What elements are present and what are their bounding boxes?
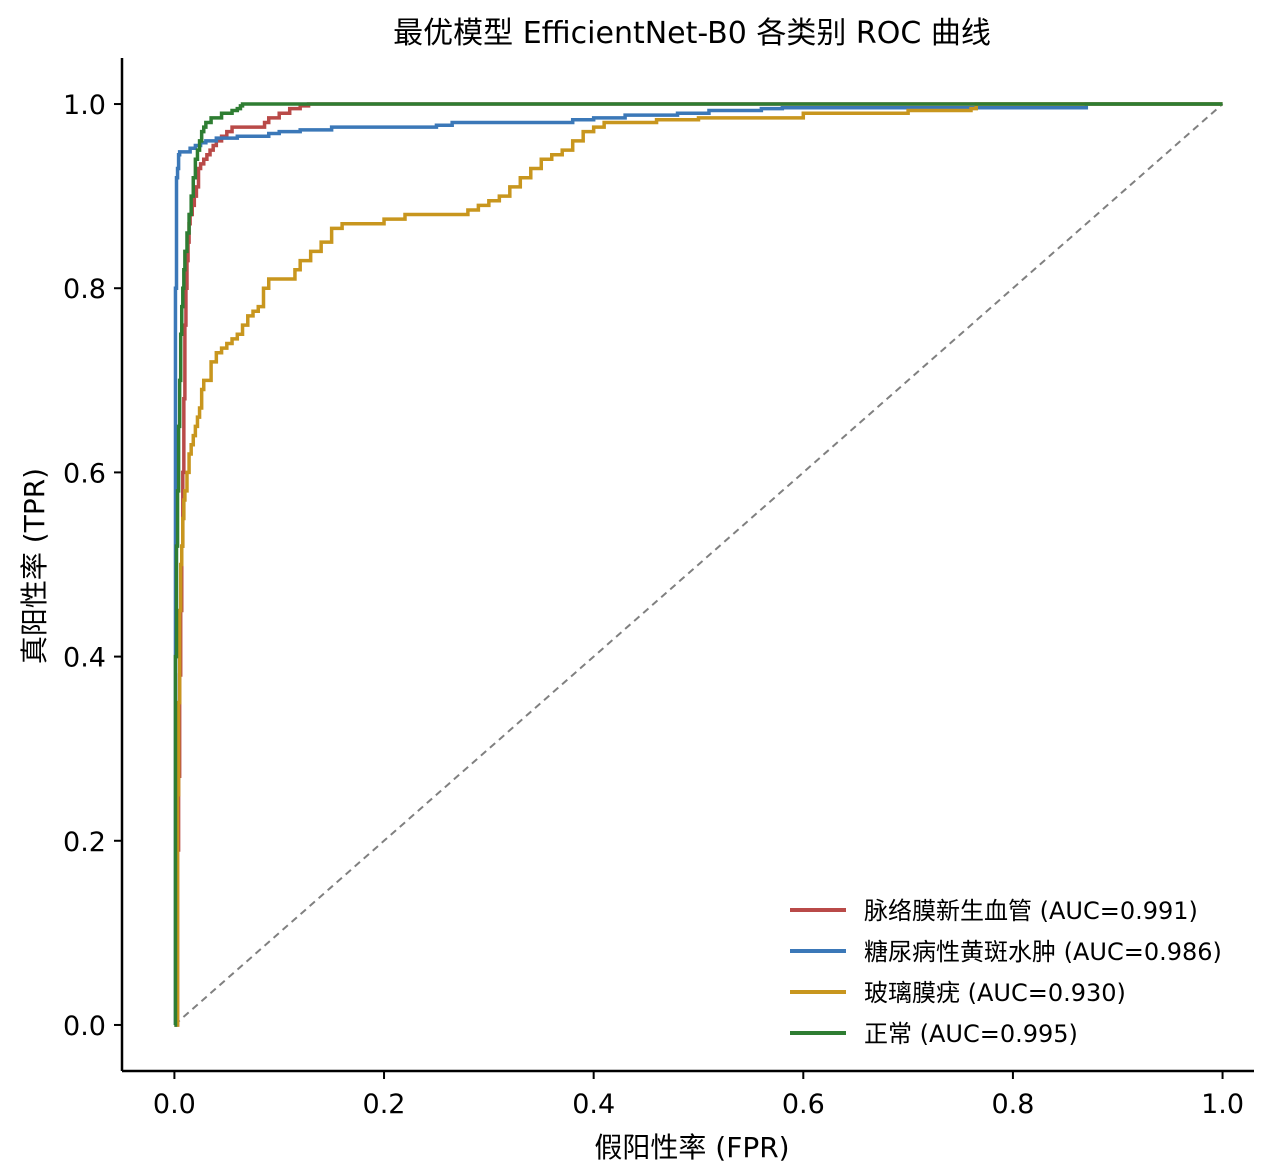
axes [114, 58, 1254, 1079]
y-tick-label-1: 0.2 [63, 827, 106, 858]
legend-label-0: 脉络膜新生血管 (AUC=0.991) [864, 897, 1198, 925]
y-tick-label-5: 1.0 [63, 90, 106, 121]
chance-diagonal-line [173, 103, 1224, 1026]
plot-area [173, 102, 1224, 1027]
x-tick-label-3: 0.6 [782, 1089, 825, 1120]
y-tick-label-4: 0.8 [63, 274, 106, 305]
chart-title: 最优模型 EfficientNet-B0 各类别 ROC 曲线 [393, 16, 991, 51]
series-line-3 [173, 102, 1223, 1027]
y-tick-label-0: 0.0 [63, 1011, 106, 1042]
x-axis-label: 假阳性率 (FPR) [594, 1131, 789, 1164]
x-tick-label-1: 0.2 [363, 1089, 406, 1120]
legend-label-2: 玻璃膜疣 (AUC=0.930) [864, 979, 1126, 1007]
legend: 脉络膜新生血管 (AUC=0.991) 糖尿病性黄斑水肿 (AUC=0.986) 玻… [790, 897, 1222, 1048]
x-tick-label-2: 0.4 [572, 1089, 615, 1120]
y-tick-label-2: 0.4 [63, 643, 106, 674]
series-line-2 [174, 102, 1223, 1027]
tick-labels: 0.0 0.2 0.4 0.6 0.8 1.0 0.0 0.2 0.4 0.6 0.8 1.0 [63, 90, 1244, 1120]
y-tick-label-3: 0.6 [63, 458, 106, 489]
x-tick-label-0: 0.0 [153, 1089, 196, 1120]
series-line-1 [173, 102, 1223, 1027]
x-tick-label-5: 1.0 [1201, 1089, 1244, 1120]
x-tick-label-4: 0.8 [991, 1089, 1034, 1120]
legend-label-1: 糖尿病性黄斑水肿 (AUC=0.986) [864, 938, 1222, 966]
y-axis-label: 真阳性率 (TPR) [18, 468, 51, 664]
legend-label-3: 正常 (AUC=0.995) [864, 1020, 1078, 1048]
